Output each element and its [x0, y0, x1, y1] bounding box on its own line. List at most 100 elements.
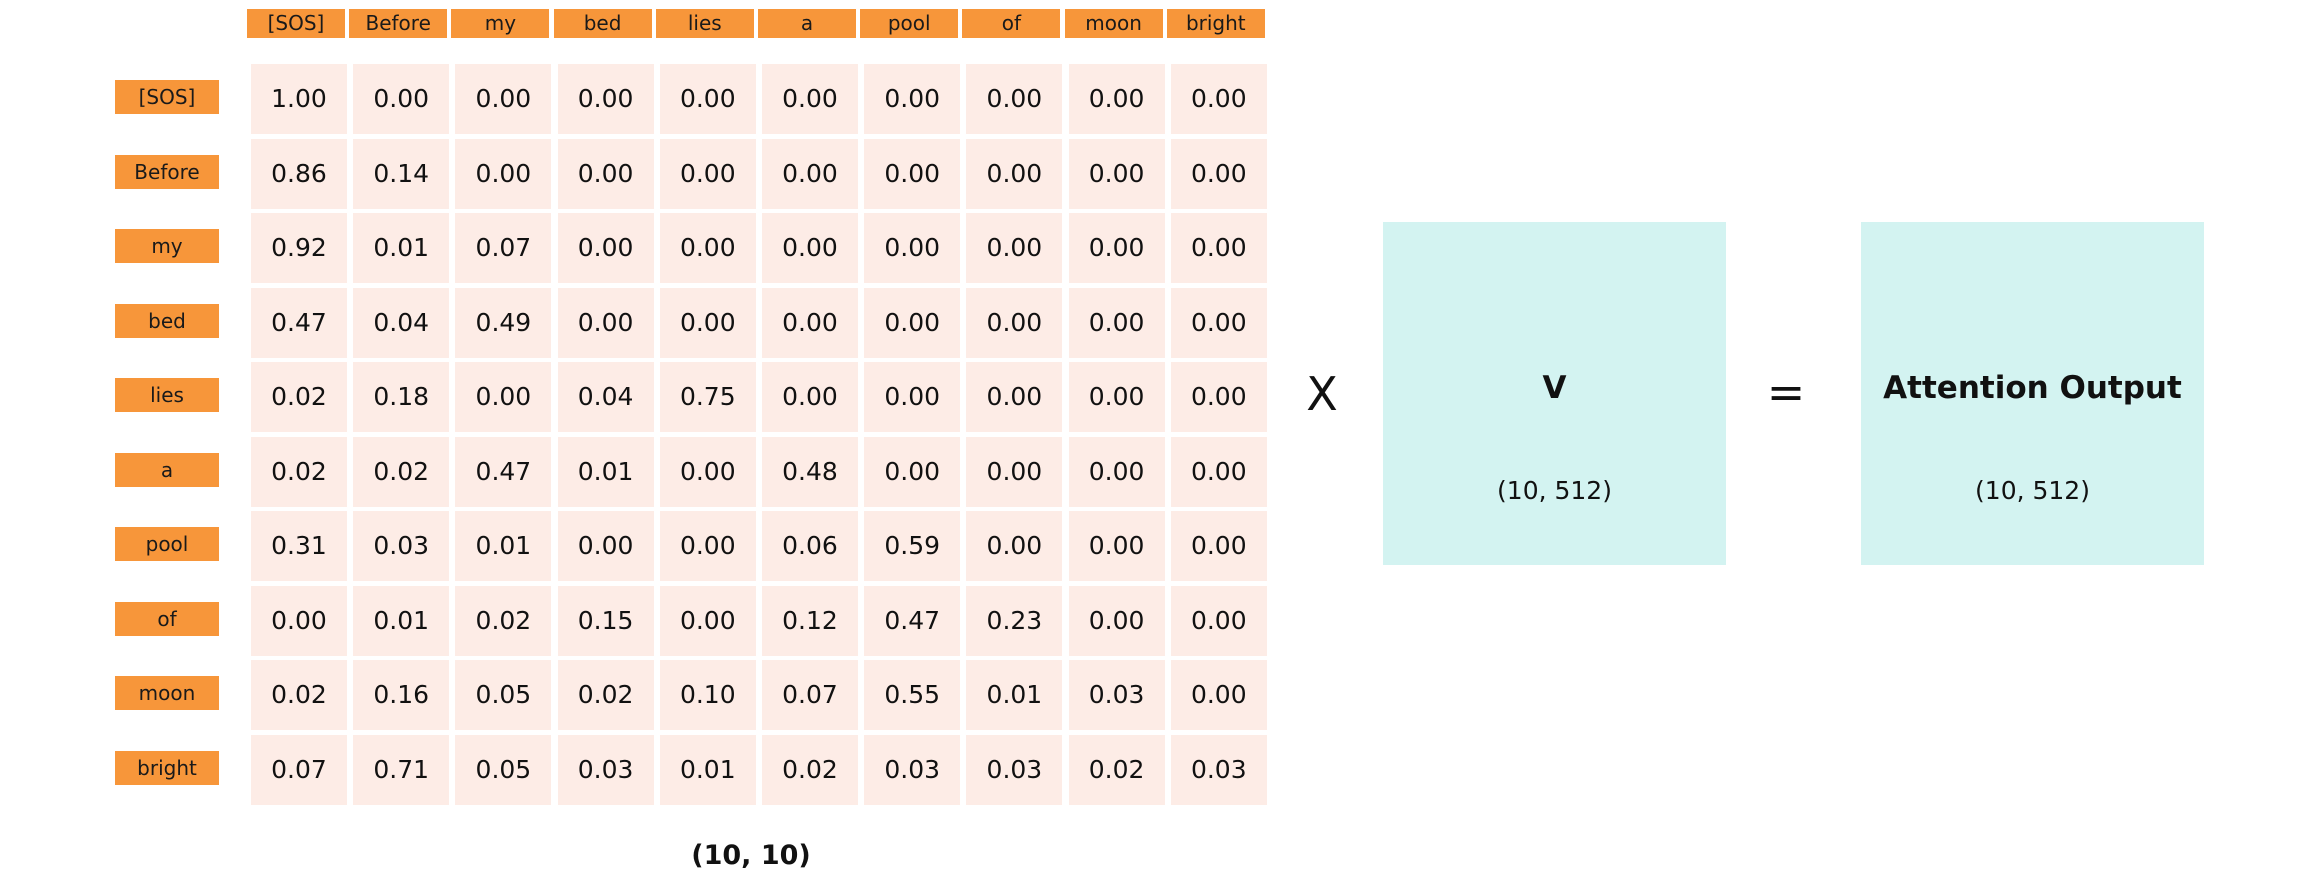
matrix-cell: 0.00: [1068, 585, 1165, 656]
matrix-cell: 0.47: [455, 436, 552, 507]
matrix-cell: 0.01: [659, 734, 756, 805]
matrix-cell: 1.00: [251, 64, 347, 134]
matrix-cell: 0.47: [251, 287, 347, 358]
matrix-cell: 0.55: [864, 660, 961, 730]
matrix-cell: 0.59: [864, 511, 961, 581]
matrix-cell: 0.04: [353, 287, 450, 358]
matrix-cell: 0.00: [864, 287, 961, 358]
matrix-cell: 0.03: [966, 734, 1063, 805]
matrix-cell: 0.12: [762, 585, 858, 656]
matrix-cell: 0.00: [864, 213, 961, 283]
matrix-cell: 0.00: [762, 362, 858, 432]
matrix-cell: 0.03: [353, 511, 450, 581]
matrix-cell: 0.00: [864, 362, 961, 432]
matrix-cell: 0.01: [557, 436, 654, 507]
matrix-cell: 0.02: [557, 660, 654, 730]
column-header: pool: [860, 9, 959, 38]
matrix-cell: 0.00: [864, 436, 961, 507]
matrix-cell: 0.00: [659, 436, 756, 507]
matrix-cell: 0.02: [251, 362, 347, 432]
matrix-cell: 0.00: [659, 213, 756, 283]
attention-output-shape: (10, 512): [1975, 476, 2090, 505]
matrix-cell: 0.00: [1068, 138, 1165, 209]
column-header: Before: [349, 9, 448, 38]
matrix-cell: 0.01: [455, 511, 552, 581]
matrix-cell: 0.00: [966, 362, 1063, 432]
matrix-cell: 0.47: [864, 585, 961, 656]
row-header: bed: [115, 303, 219, 338]
matrix-cell: 0.75: [659, 362, 756, 432]
matrix-cell: 0.00: [659, 287, 756, 358]
matrix-cell: 0.00: [864, 138, 961, 209]
matrix-cell: 0.00: [557, 213, 654, 283]
matrix-cell: 0.16: [353, 660, 450, 730]
matrix-cell: 0.00: [557, 138, 654, 209]
matrix-cell: 0.07: [455, 213, 552, 283]
matrix-cell: 0.02: [455, 585, 552, 656]
attention-output-box: Attention Output (10, 512): [1861, 222, 2204, 565]
matrix-cell: 0.49: [455, 287, 552, 358]
row-header: [SOS]: [115, 80, 219, 114]
v-matrix-shape: (10, 512): [1497, 476, 1612, 505]
matrix-cell: 0.01: [353, 585, 450, 656]
matrix-cell: 0.23: [966, 585, 1063, 656]
row-header: moon: [115, 676, 219, 710]
row-header: bright: [115, 750, 219, 785]
matrix-cell: 0.31: [251, 511, 347, 581]
matrix-cell: 0.10: [659, 660, 756, 730]
matrix-cell: 0.00: [455, 362, 552, 432]
matrix-cell: 0.00: [1170, 138, 1267, 209]
matrix-cell: 0.86: [251, 138, 347, 209]
matrix-cell: 0.00: [1068, 511, 1165, 581]
column-header: a: [758, 9, 856, 38]
matrix-cell: 0.00: [762, 64, 858, 134]
matrix-cell: 0.00: [1170, 436, 1267, 507]
matrix-cell: 0.03: [864, 734, 961, 805]
matrix-cell: 0.02: [251, 660, 347, 730]
v-matrix-title: V: [1542, 370, 1567, 406]
row-header: pool: [115, 527, 219, 561]
matrix-cell: 0.00: [1068, 213, 1165, 283]
matrix-cell: 0.00: [1068, 287, 1165, 358]
matrix-cell: 0.07: [762, 660, 858, 730]
matrix-cell: 0.00: [1068, 64, 1165, 134]
matrix-cell: 0.05: [455, 734, 552, 805]
column-header: of: [962, 9, 1061, 38]
matrix-cell: 0.00: [762, 138, 858, 209]
column-header: moon: [1064, 9, 1163, 38]
row-header: lies: [115, 378, 219, 412]
matrix-cell: 0.00: [455, 138, 552, 209]
matrix-cell: 0.00: [864, 64, 961, 134]
row-header: Before: [115, 154, 219, 189]
attention-output-title: Attention Output: [1883, 370, 2182, 406]
row-header: of: [115, 601, 219, 636]
matrix-cell: 0.01: [353, 213, 450, 283]
equals-operator: =: [1766, 365, 1806, 419]
column-header: lies: [655, 9, 754, 38]
matrix-cell: 0.00: [1170, 362, 1267, 432]
matrix-cell: 0.92: [251, 213, 347, 283]
matrix-cell: 0.00: [557, 64, 654, 134]
matrix-cell: 0.00: [966, 138, 1063, 209]
matrix-cell: 0.00: [659, 511, 756, 581]
multiply-operator: X: [1306, 367, 1338, 421]
matrix-cell: 0.00: [659, 138, 756, 209]
matrix-cell: 0.15: [557, 585, 654, 656]
matrix-cell: 0.00: [1170, 287, 1267, 358]
matrix-cell: 0.00: [1068, 436, 1165, 507]
matrix-cell: 0.00: [659, 64, 756, 134]
matrix-cell: 0.00: [659, 585, 756, 656]
column-header: [SOS]: [247, 9, 345, 38]
matrix-shape-label: (10, 10): [691, 840, 811, 871]
matrix-cell: 0.03: [557, 734, 654, 805]
matrix-cell: 0.00: [1170, 511, 1267, 581]
column-header: my: [451, 9, 550, 38]
matrix-cell: 0.00: [557, 287, 654, 358]
matrix-cell: 0.00: [1170, 660, 1267, 730]
matrix-cell: 0.00: [762, 213, 858, 283]
matrix-cell: 0.00: [1170, 585, 1267, 656]
matrix-cell: 0.03: [1170, 734, 1267, 805]
matrix-cell: 0.00: [966, 213, 1063, 283]
matrix-cell: 0.05: [455, 660, 552, 730]
matrix-cell: 0.00: [762, 287, 858, 358]
